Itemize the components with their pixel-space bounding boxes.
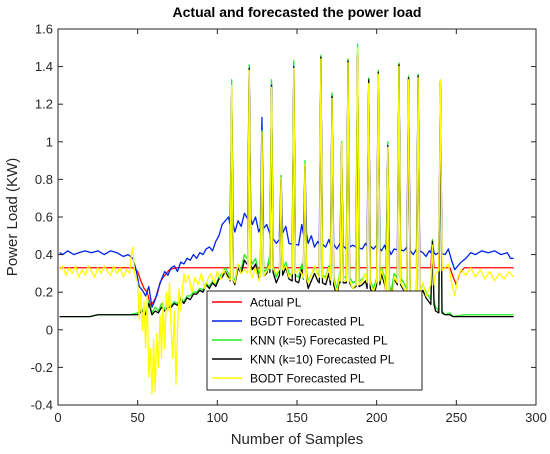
y-tick-label: 1 — [46, 134, 53, 149]
x-tick-label: 50 — [130, 410, 144, 425]
y-tick-label: 0.2 — [35, 285, 53, 300]
legend-label-actual: Actual PL — [250, 296, 302, 310]
legend-label-bodt: BODT Forecasted PL — [250, 372, 365, 386]
chart-title: Actual and forecasted the power load — [173, 4, 422, 20]
y-tick-label: 0 — [46, 322, 53, 337]
legend-items: Actual PL BGDT Forecasted PL KNN (k=5) For… — [212, 296, 395, 386]
y-tick-label: -0.4 — [31, 398, 53, 413]
series-line-knn10 — [59, 54, 514, 318]
legend-label-bgdt: BGDT Forecasted PL — [250, 315, 365, 329]
x-tick-label: 250 — [445, 410, 467, 425]
legend-box — [206, 290, 423, 391]
y-tick-label: 0.6 — [35, 210, 53, 225]
x-tick-label: 150 — [286, 410, 308, 425]
x-tick-label: 0 — [54, 410, 61, 425]
legend-label-knn10: KNN (k=10) Forecasted PL — [250, 353, 395, 367]
y-tick-label: 1.4 — [35, 59, 53, 74]
legend-label-knn5: KNN (k=5) Forecasted PL — [250, 334, 388, 348]
x-axis-label: Number of Samples — [231, 431, 364, 448]
y-tick-label: 0.4 — [35, 247, 53, 262]
y-tick-label: -0.2 — [31, 360, 53, 375]
legend: Actual PL BGDT Forecasted PL KNN (k=5) For… — [206, 290, 423, 391]
y-tick-label: 1.6 — [35, 22, 53, 37]
x-tick-label: 100 — [206, 410, 228, 425]
y-tick-label: 0.8 — [35, 172, 53, 187]
y-axis-label: Power Load (KW) — [4, 158, 21, 276]
y-tick-label: 1.2 — [35, 97, 53, 112]
x-tick-label: 200 — [366, 410, 388, 425]
tick-layer: 0 50 100 150 200 250 300 -0.4 -0.2 0 0.2 0.4 0.6 0.8 1… — [31, 22, 547, 426]
x-tick-label: 300 — [525, 410, 547, 425]
